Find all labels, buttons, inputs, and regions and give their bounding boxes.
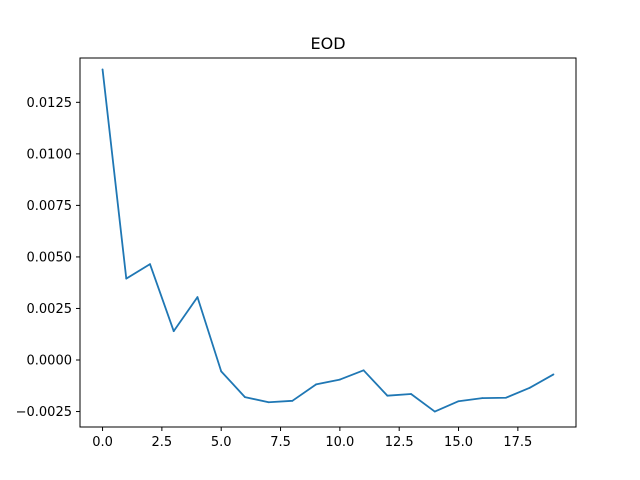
x-tick-label: 15.0 [444,435,473,450]
data-point [291,399,294,402]
x-tick-label: 12.5 [385,435,414,450]
x-tick-label: 2.5 [152,435,173,450]
data-point [220,370,223,373]
data-point [125,277,128,280]
data-point [149,263,151,266]
series-layer [101,68,555,413]
data-point [244,396,246,399]
y-tick-label: 0.0000 [27,354,73,369]
y-tick-label: 0.0050 [27,250,73,265]
x-tick-label: 5.0 [211,435,232,450]
x-tick-label: 0.0 [92,435,113,450]
data-point [172,330,175,333]
plot-frame [79,57,577,428]
x-axis: 0.0 2.5 5.0 7.5 10.0 12.5 15.0 17.5 [92,427,532,450]
x-tick-label: 10.0 [325,435,354,450]
y-tick-label: −0.0025 [16,405,72,420]
x-tick-label: 17.5 [503,435,532,450]
data-point [457,400,460,403]
y-tick-label: 0.0075 [27,199,73,214]
data-point [267,401,270,404]
data-point [338,378,341,381]
data-point [196,296,199,299]
y-tick-label: 0.0100 [27,147,73,162]
y-tick-label: 0.0025 [27,302,73,317]
chart-title: EOD [310,34,345,53]
data-point [101,68,104,71]
y-tick-label: 0.0125 [27,96,73,111]
x-tick-label: 7.5 [270,435,291,450]
data-point [362,369,365,372]
data-point [315,383,318,386]
data-point [433,410,436,413]
data-point [505,396,507,399]
data-point [528,386,531,389]
y-axis: −0.0025 0.0000 0.0025 0.0050 0.0075 0.0100 0.0… [16,96,80,420]
series-line [101,69,554,413]
data-point [552,373,555,376]
data-point [386,394,389,397]
data-point [481,397,484,400]
data-point [410,393,412,395]
